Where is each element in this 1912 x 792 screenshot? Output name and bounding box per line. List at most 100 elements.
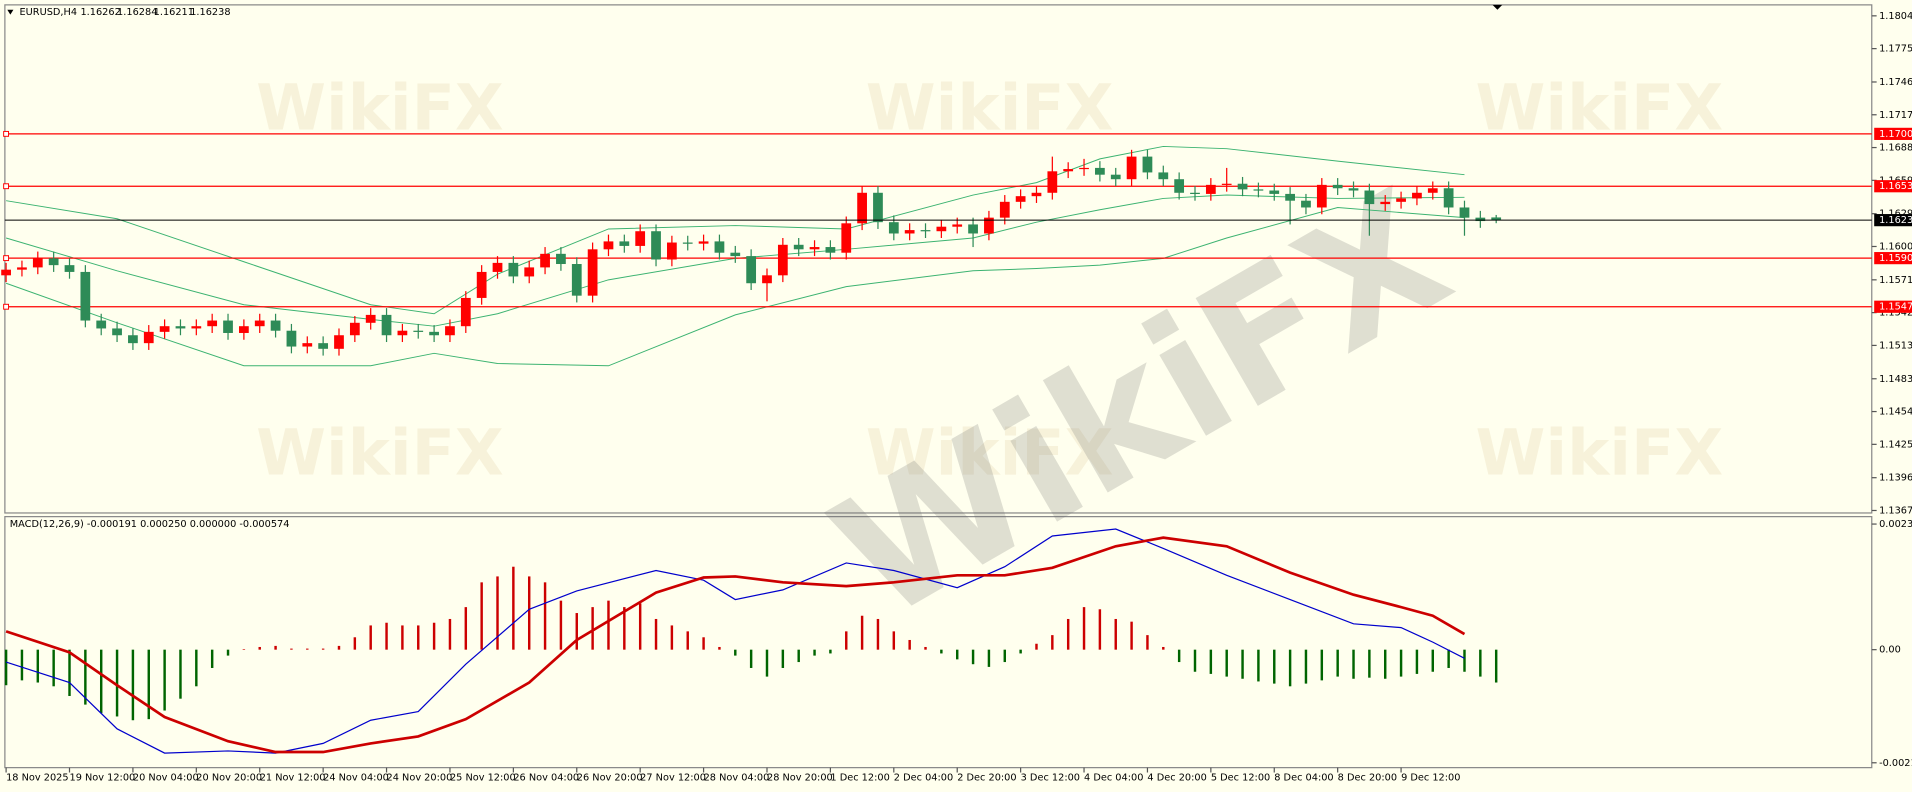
candle-body (80, 271, 91, 321)
candle-body (17, 267, 27, 270)
candle-body (841, 223, 852, 253)
histogram-bar (1114, 618, 1117, 650)
candle-body (318, 343, 329, 349)
histogram-bar (337, 645, 341, 650)
y-tick-label: 1.14545 (1879, 407, 1912, 418)
histogram-bar (496, 576, 499, 650)
histogram-bar (448, 618, 452, 650)
histogram-bar (115, 649, 119, 717)
histogram-bar (940, 649, 943, 654)
x-tick-label: 1 Dec 12:00 (830, 772, 889, 783)
level-label: 1.15902 (1879, 253, 1912, 264)
histogram-bar (559, 600, 563, 650)
x-tick-label: 5 Dec 12:00 (1211, 772, 1270, 783)
candle-body (1443, 188, 1454, 208)
candle-body (1491, 217, 1502, 221)
histogram-bar (274, 645, 277, 650)
histogram-bar (1415, 649, 1419, 674)
histogram-bar (353, 637, 357, 650)
histogram-bar (1288, 649, 1292, 687)
y-tick-label: 1.16880 (1879, 143, 1912, 154)
histogram-bar (1399, 649, 1403, 677)
candle-body (730, 252, 741, 257)
candle-body (207, 320, 218, 327)
histogram-bar (36, 649, 40, 683)
histogram-bar (718, 646, 721, 650)
watermark: WikiFX (1475, 416, 1723, 490)
candle-body (128, 335, 138, 344)
candle-body (1126, 156, 1137, 180)
histogram-bar (242, 649, 246, 650)
histogram-bar (1162, 646, 1165, 650)
y-tick-label: 1.14835 (1879, 374, 1912, 385)
candle-body (952, 224, 963, 227)
histogram-bar (702, 637, 705, 650)
histogram-bar (956, 649, 959, 660)
candle-body (524, 267, 535, 277)
candle-body (1269, 190, 1280, 194)
candle-body (777, 244, 788, 276)
x-tick-label: 2 Dec 04:00 (894, 772, 953, 783)
candle-body (270, 320, 281, 331)
y-tick-label: 1.15420 (1879, 308, 1912, 319)
histogram-bar (84, 649, 87, 705)
candle-body (1110, 174, 1121, 180)
candle-body (349, 322, 360, 336)
level-anchor (3, 303, 10, 310)
histogram-bar (226, 649, 230, 656)
y-tick-label: 1.15710 (1879, 275, 1912, 286)
candle-body (619, 241, 630, 246)
histogram-bar (1494, 649, 1498, 683)
candle-body (904, 230, 915, 234)
candle-body (1015, 196, 1026, 202)
histogram-bar (607, 600, 610, 650)
x-tick-label: 25 Nov 12:00 (450, 772, 516, 783)
watermark: WikiFX (866, 71, 1114, 145)
histogram-bar (845, 631, 848, 650)
candle-body (587, 249, 598, 296)
candle-body (112, 328, 122, 336)
candle-body (762, 275, 772, 284)
histogram-bar (1479, 649, 1482, 677)
bollinger-lower (5, 206, 1465, 367)
x-tick-label: 20 Nov 20:00 (196, 772, 262, 783)
candle-body (920, 230, 931, 232)
histogram-bar (1193, 649, 1197, 672)
histogram-bar (179, 649, 182, 699)
histogram-bar (68, 649, 71, 696)
candle-body (1253, 189, 1264, 191)
candle-body (682, 242, 693, 244)
histogram-bar (765, 649, 769, 677)
candle-body (48, 258, 59, 266)
histogram-bar (797, 649, 800, 663)
histogram-bar (638, 603, 642, 650)
histogram-bar (1336, 649, 1339, 677)
histogram-bar (813, 649, 816, 656)
x-tick-label: 4 Dec 04:00 (1084, 772, 1143, 783)
candle-body (413, 330, 424, 332)
candle-body (302, 343, 313, 347)
ohlc-close: 1.16238 (190, 7, 230, 18)
histogram-bar (163, 649, 166, 711)
candle-body (968, 224, 978, 234)
candle-body (714, 241, 725, 253)
histogram-bar (527, 576, 531, 650)
x-tick-label: 3 Dec 12:00 (1021, 772, 1080, 783)
candle-body (397, 330, 408, 336)
x-tick-label: 28 Nov 20:00 (767, 772, 833, 783)
level-tag (1874, 127, 1912, 140)
candle-body (365, 314, 376, 323)
candle-body (1095, 167, 1105, 175)
histogram-bar (4, 649, 8, 686)
x-tick-label: 8 Dec 20:00 (1338, 772, 1397, 783)
macd-line-values (5, 528, 1465, 754)
level-tag (1874, 180, 1912, 193)
histogram-bar (1368, 649, 1371, 678)
candle-body (999, 201, 1010, 218)
y-tick-label: 1.17170 (1879, 110, 1912, 121)
price-tag (1874, 214, 1912, 227)
candle-body (159, 326, 170, 332)
candle-body (1190, 192, 1200, 195)
